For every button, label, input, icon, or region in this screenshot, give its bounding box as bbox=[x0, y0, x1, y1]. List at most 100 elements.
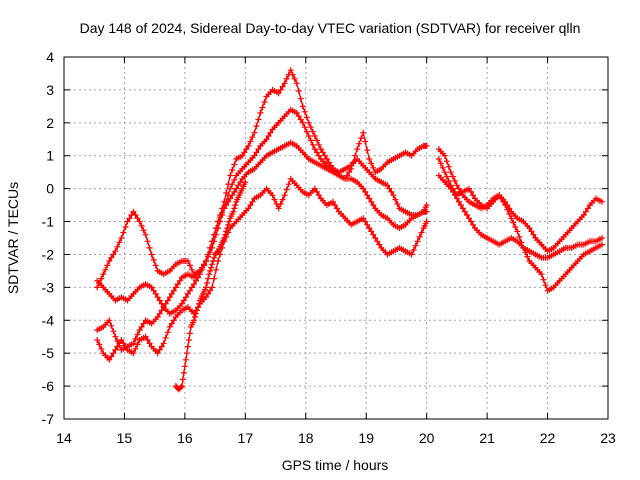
data-point bbox=[142, 333, 149, 340]
data-point bbox=[132, 212, 139, 218]
y-axis-label: SDTVAR / TECUs bbox=[5, 182, 21, 294]
data-point bbox=[518, 239, 525, 246]
data-point bbox=[313, 188, 320, 195]
data-point bbox=[506, 210, 513, 217]
data-point bbox=[295, 113, 302, 120]
data-point bbox=[164, 297, 171, 304]
y-tick-label: -4 bbox=[42, 312, 55, 328]
data-point bbox=[599, 198, 605, 205]
data-point bbox=[146, 244, 153, 251]
data-point bbox=[231, 161, 238, 168]
data-point bbox=[470, 221, 476, 228]
data-point bbox=[110, 350, 117, 357]
data-point bbox=[134, 341, 141, 348]
data-point bbox=[205, 290, 212, 297]
data-point bbox=[275, 205, 282, 212]
data-point bbox=[174, 281, 181, 288]
series-5 bbox=[172, 179, 249, 393]
data-point bbox=[303, 114, 310, 121]
data-point bbox=[144, 337, 151, 343]
data-point bbox=[184, 290, 191, 297]
data-point bbox=[199, 264, 205, 271]
data-point bbox=[209, 261, 216, 268]
data-point bbox=[241, 149, 248, 156]
data-point bbox=[184, 258, 191, 264]
data-point bbox=[386, 185, 393, 192]
data-point bbox=[108, 322, 115, 329]
data-point bbox=[255, 146, 262, 153]
data-point bbox=[136, 218, 143, 225]
data-point bbox=[289, 71, 296, 78]
data-point bbox=[221, 205, 228, 212]
data-point bbox=[106, 258, 113, 264]
data-point bbox=[313, 137, 320, 144]
x-tick-label: 21 bbox=[479, 430, 495, 446]
data-point bbox=[154, 314, 161, 320]
data-point bbox=[281, 80, 288, 87]
data-point bbox=[303, 128, 310, 135]
data-point bbox=[530, 231, 537, 238]
data-point bbox=[447, 169, 454, 176]
data-point bbox=[215, 218, 222, 225]
data-point bbox=[451, 178, 458, 184]
data-point bbox=[470, 192, 476, 199]
data-point bbox=[466, 185, 472, 192]
data-point bbox=[207, 244, 214, 251]
data-point bbox=[540, 276, 547, 283]
y-tick-label: -2 bbox=[42, 246, 55, 262]
data-point bbox=[281, 192, 288, 199]
y-tick-label: -7 bbox=[42, 411, 55, 427]
data-point bbox=[449, 185, 456, 192]
data-point bbox=[435, 156, 442, 162]
data-point bbox=[245, 142, 252, 149]
data-point bbox=[188, 266, 195, 273]
x-tick-label: 14 bbox=[56, 430, 72, 446]
data-point bbox=[132, 345, 139, 352]
data-point bbox=[176, 277, 183, 284]
data-point bbox=[334, 205, 340, 212]
data-point bbox=[168, 290, 175, 297]
data-point bbox=[186, 330, 193, 337]
data-point bbox=[122, 343, 129, 350]
y-tick-label: 1 bbox=[46, 148, 54, 164]
data-point bbox=[414, 238, 421, 245]
data-point bbox=[193, 310, 199, 317]
data-point bbox=[522, 249, 529, 256]
data-point bbox=[110, 251, 117, 258]
data-point bbox=[311, 133, 318, 139]
data-point bbox=[154, 294, 161, 301]
data-point bbox=[372, 235, 379, 241]
data-point bbox=[437, 160, 444, 167]
data-point bbox=[251, 152, 258, 159]
data-point bbox=[195, 304, 201, 311]
data-point bbox=[183, 350, 190, 357]
data-point bbox=[114, 343, 121, 350]
data-point bbox=[271, 196, 278, 203]
data-point bbox=[118, 337, 125, 343]
data-point bbox=[418, 229, 425, 236]
data-point bbox=[98, 345, 105, 352]
data-point bbox=[211, 231, 218, 238]
data-point bbox=[305, 119, 312, 126]
data-point bbox=[360, 185, 367, 192]
data-point bbox=[178, 300, 185, 307]
series-line bbox=[438, 148, 603, 253]
data-point bbox=[285, 181, 292, 188]
data-point bbox=[370, 164, 377, 171]
series-line bbox=[96, 141, 427, 288]
data-point bbox=[233, 185, 240, 192]
data-point bbox=[140, 320, 147, 327]
y-tick-label: -6 bbox=[42, 378, 55, 394]
data-point bbox=[457, 202, 464, 209]
data-point bbox=[150, 256, 157, 263]
data-point bbox=[410, 247, 417, 254]
data-point bbox=[291, 75, 298, 82]
data-point bbox=[468, 188, 474, 195]
data-point bbox=[253, 149, 260, 156]
data-point bbox=[138, 222, 145, 229]
data-point bbox=[362, 218, 369, 225]
data-point bbox=[468, 218, 474, 225]
data-point bbox=[96, 341, 103, 348]
data-point bbox=[455, 198, 462, 205]
data-point bbox=[297, 95, 304, 102]
